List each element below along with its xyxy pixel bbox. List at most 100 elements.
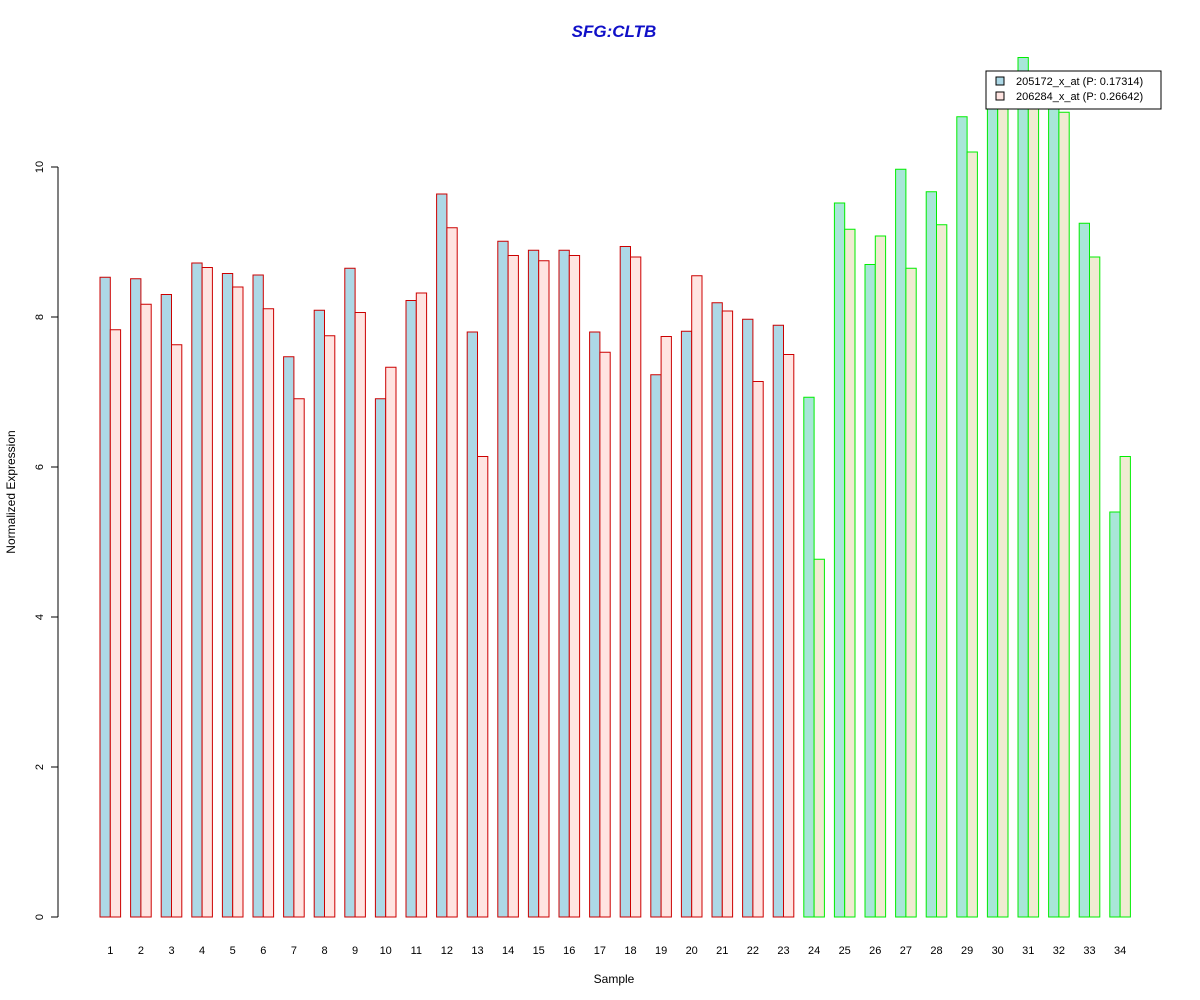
bar-series-2-sample-5 xyxy=(232,286,244,918)
bar-series-1-sample-11 xyxy=(405,300,417,918)
bar-series-1-sample-15 xyxy=(527,249,540,918)
x-tick-label: 18 xyxy=(624,945,636,957)
bar-series-1-sample-5 xyxy=(221,273,234,918)
x-tick-label: 4 xyxy=(199,945,205,957)
bar-series-1-sample-25 xyxy=(833,202,846,918)
x-tick-label: 11 xyxy=(411,945,422,957)
x-tick-label: 22 xyxy=(747,945,759,957)
bar-series-2-sample-18 xyxy=(630,256,642,918)
x-tick-label: 12 xyxy=(441,945,453,957)
x-tick-label: 31 xyxy=(1022,945,1034,957)
bar-series-2-sample-30 xyxy=(997,99,1009,918)
chart-title: SFG:CLTB xyxy=(572,22,657,41)
x-tick-label: 34 xyxy=(1114,945,1126,957)
bar-series-1-sample-16 xyxy=(558,249,570,918)
bar-series-1-sample-4 xyxy=(191,262,203,918)
bar-series-1-sample-33 xyxy=(1078,222,1090,918)
bar-series-1-sample-24 xyxy=(803,396,815,918)
x-tick-label: 10 xyxy=(380,945,392,957)
y-tick-label: 2 xyxy=(34,764,46,770)
bar-series-2-sample-21 xyxy=(721,310,734,918)
x-tick-label: 13 xyxy=(471,945,483,957)
x-tick-label: 15 xyxy=(533,945,545,957)
bar-series-1-sample-31 xyxy=(1017,57,1029,918)
bar-series-1-sample-28 xyxy=(925,191,938,918)
x-tick-label: 19 xyxy=(655,945,667,957)
bar-series-2-sample-34 xyxy=(1119,456,1131,918)
bar-series-1-sample-13 xyxy=(466,331,479,918)
x-tick-label: 5 xyxy=(230,945,236,957)
x-tick-label: 7 xyxy=(291,945,297,957)
x-tick-label: 20 xyxy=(686,945,698,957)
x-tick-label: 24 xyxy=(808,945,820,957)
bar-series-1-sample-17 xyxy=(589,331,601,918)
bar-series-2-sample-25 xyxy=(844,228,856,918)
x-tick-label: 30 xyxy=(992,945,1004,957)
bar-series-2-sample-3 xyxy=(171,344,183,918)
bar-series-2-sample-2 xyxy=(140,303,152,918)
x-tick-label: 8 xyxy=(321,945,327,957)
bar-series-1-sample-27 xyxy=(895,168,907,918)
x-tick-label: 16 xyxy=(563,945,575,957)
y-tick-label: 8 xyxy=(34,314,46,320)
bar-series-1-sample-32 xyxy=(1048,101,1060,918)
bar-series-1-sample-30 xyxy=(986,93,999,918)
bar-series-1-sample-29 xyxy=(956,116,968,918)
bar-series-1-sample-18 xyxy=(619,246,632,918)
bar-series-1-sample-21 xyxy=(711,302,723,918)
bar-series-1-sample-19 xyxy=(650,374,662,918)
bar-series-1-sample-7 xyxy=(283,356,295,918)
bar-series-2-sample-24 xyxy=(813,558,825,918)
bar-series-1-sample-1 xyxy=(99,276,111,918)
bar-series-2-sample-6 xyxy=(262,308,275,918)
x-tick-label: 6 xyxy=(260,945,266,957)
bar-series-2-sample-29 xyxy=(966,151,978,918)
x-tick-label: 29 xyxy=(961,945,973,957)
y-axis-label: Normalized Expression xyxy=(4,430,18,553)
y-tick-label: 4 xyxy=(34,614,46,620)
bar-series-2-sample-1 xyxy=(109,329,122,918)
bar-series-2-sample-23 xyxy=(783,354,795,918)
x-tick-label: 25 xyxy=(839,945,851,957)
bar-series-1-sample-3 xyxy=(160,294,172,918)
x-tick-label: 26 xyxy=(869,945,881,957)
bar-series-2-sample-27 xyxy=(905,267,917,918)
x-tick-label: 23 xyxy=(777,945,789,957)
x-tick-label: 32 xyxy=(1053,945,1065,957)
bar-series-1-sample-26 xyxy=(864,264,876,918)
bar-series-2-sample-33 xyxy=(1089,256,1101,918)
bar-series-1-sample-23 xyxy=(772,324,785,918)
x-tick-label: 33 xyxy=(1083,945,1095,957)
x-tick-label: 3 xyxy=(168,945,174,957)
bar-series-1-sample-2 xyxy=(130,278,142,918)
bar-series-2-sample-17 xyxy=(599,351,611,918)
bar-series-2-sample-9 xyxy=(354,312,366,918)
bar-series-1-sample-20 xyxy=(680,330,693,918)
bar-series-2-sample-12 xyxy=(446,227,458,918)
legend: 205172_x_at (P: 0.17314) 206284_x_at (P:… xyxy=(985,70,1162,110)
bar-series-2-sample-8 xyxy=(324,335,336,918)
bar-series-2-sample-10 xyxy=(385,366,397,918)
bar-series-1-sample-14 xyxy=(497,240,509,918)
x-tick-label: 17 xyxy=(594,945,606,957)
bar-series-2-sample-13 xyxy=(477,456,489,918)
bar-series-1-sample-8 xyxy=(313,309,326,918)
legend-box xyxy=(985,70,1162,110)
bar-series-2-sample-11 xyxy=(415,292,428,918)
bar-series-2-sample-20 xyxy=(691,275,703,918)
x-tick-label: 21 xyxy=(716,945,728,957)
bar-series-2-sample-16 xyxy=(568,255,581,918)
bar-series-1-sample-10 xyxy=(374,398,387,918)
bar-series-1-sample-12 xyxy=(436,193,448,918)
bar-series-2-sample-26 xyxy=(874,235,887,918)
y-tick-label: 0 xyxy=(34,914,46,920)
legend-swatch-1 xyxy=(995,76,1005,86)
bar-series-1-sample-22 xyxy=(742,318,754,918)
x-axis-label: Sample xyxy=(594,972,635,986)
x-tick-label: 9 xyxy=(352,945,358,957)
bar-series-1-sample-6 xyxy=(252,274,264,918)
bar-series-2-sample-32 xyxy=(1058,111,1070,918)
legend-label-2: 206284_x_at (P: 0.26642) xyxy=(1016,91,1143,103)
legend-label-1: 205172_x_at (P: 0.17314) xyxy=(1016,76,1143,88)
bar-series-1-sample-34 xyxy=(1109,511,1121,918)
